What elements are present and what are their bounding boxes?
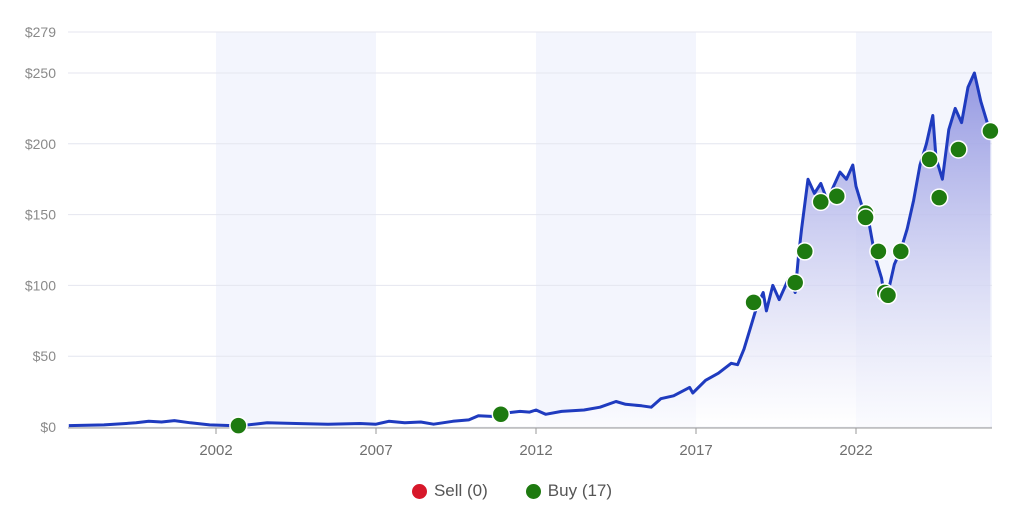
buy-marker xyxy=(827,186,847,206)
chart-legend: Sell (0) Buy (17) xyxy=(0,481,1024,501)
y-tick-label: $250 xyxy=(25,65,56,81)
sell-dot-icon xyxy=(411,483,427,499)
area-fill xyxy=(68,73,991,427)
x-tick-label: 2007 xyxy=(359,442,392,459)
legend-buy-label: Buy (17) xyxy=(547,481,613,500)
buy-marker xyxy=(785,273,805,292)
buy-marker xyxy=(981,121,1000,141)
shaded-band xyxy=(216,32,376,427)
buy-marker xyxy=(811,192,831,212)
shaded-band xyxy=(536,32,696,427)
y-tick-label: $0 xyxy=(40,419,56,435)
y-tick-label: $100 xyxy=(25,277,56,293)
buy-marker xyxy=(878,286,898,305)
buy-dot-icon xyxy=(525,483,541,499)
legend-sell-label: Sell (0) xyxy=(433,481,488,500)
x-tick-label: 2022 xyxy=(839,442,872,459)
legend-sell[interactable]: Sell (0) xyxy=(411,481,488,501)
buy-marker xyxy=(891,242,911,261)
buy-marker xyxy=(744,293,763,312)
x-tick-label: 2012 xyxy=(519,442,552,459)
y-tick-label: $50 xyxy=(33,348,57,364)
legend-buy[interactable]: Buy (17) xyxy=(525,481,613,501)
line-path xyxy=(68,71,992,428)
buy-marker xyxy=(929,188,949,207)
buy-marker xyxy=(949,140,968,159)
x-tick-label: 2002 xyxy=(199,442,232,459)
buy-marker xyxy=(795,242,815,261)
y-tick-label: $200 xyxy=(25,136,56,152)
x-tick-label: 2017 xyxy=(679,442,712,459)
buy-marker xyxy=(491,405,511,424)
buy-marker xyxy=(920,150,939,169)
price-area xyxy=(68,73,991,427)
y-tick-label: $279 xyxy=(25,24,56,40)
buy-markers xyxy=(229,121,1000,435)
buy-marker xyxy=(869,242,888,261)
buy-marker xyxy=(229,416,248,435)
y-axis-labels: $0 $50 $100 $150 $200 $250 $279 xyxy=(25,24,56,435)
buy-marker xyxy=(856,208,875,227)
y-tick-label: $150 xyxy=(25,207,56,223)
x-axis-labels: 2002 2007 2012 2017 2022 xyxy=(199,428,873,459)
price-line xyxy=(68,71,992,428)
price-chart: $0$50$100$150$200$250$279 2002 2007 2012 20… xyxy=(25,24,1000,459)
